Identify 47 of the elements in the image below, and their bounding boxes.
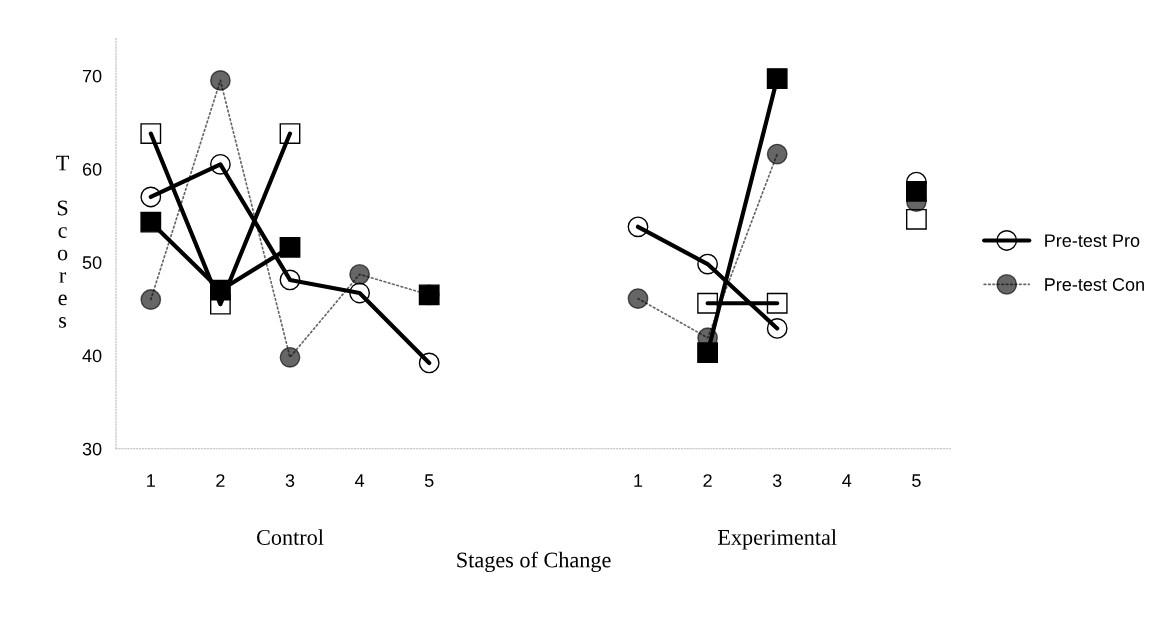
point: [140, 186, 162, 208]
point: [209, 279, 231, 301]
text: Experimental: [717, 529, 837, 550]
y-tick-label: 30: [82, 442, 102, 456]
y-tick-label: 60: [82, 162, 102, 176]
point: [418, 352, 440, 374]
point: [627, 216, 649, 238]
x-tick-label: 4: [354, 474, 365, 487]
point: [697, 253, 719, 275]
x-axis-title: Stages of Change: [457, 551, 611, 573]
y-tick-label: 40: [82, 349, 102, 363]
point: [766, 318, 788, 339]
point: [766, 143, 788, 165]
point: [697, 342, 719, 364]
text: T Scores: [56, 155, 69, 328]
point: [140, 123, 162, 144]
point: [905, 208, 927, 230]
point: [209, 153, 231, 175]
point: [140, 289, 162, 310]
y-tick-label: 50: [82, 256, 102, 269]
point: [766, 68, 788, 89]
legend-label: Pre-test Pro: [1045, 234, 1140, 247]
x-tick-label: 2: [703, 474, 712, 487]
point: [627, 288, 649, 310]
x-tick-label: 1: [634, 474, 643, 487]
point: [766, 292, 788, 314]
point: [905, 180, 927, 202]
point: [349, 263, 371, 285]
x-tick-label: 3: [285, 474, 295, 487]
y-tick-label: 70: [82, 69, 102, 83]
point: [209, 69, 231, 91]
text: Control: [256, 529, 324, 545]
point: [697, 292, 719, 314]
x-tick-label: 4: [842, 474, 852, 487]
point: [349, 282, 371, 304]
x-tick-label: 5: [912, 474, 921, 487]
point: [418, 284, 440, 306]
x-tick-label: 5: [424, 474, 434, 487]
point: [279, 346, 301, 368]
point: [279, 269, 301, 291]
point: [279, 236, 301, 258]
point: [279, 123, 301, 144]
x-tick-label: 1: [147, 474, 155, 487]
x-tick-label: 2: [216, 474, 225, 487]
legend-label: Pre-test Con: [1045, 278, 1144, 291]
x-tick-label: 3: [772, 474, 782, 487]
point: [140, 211, 162, 233]
